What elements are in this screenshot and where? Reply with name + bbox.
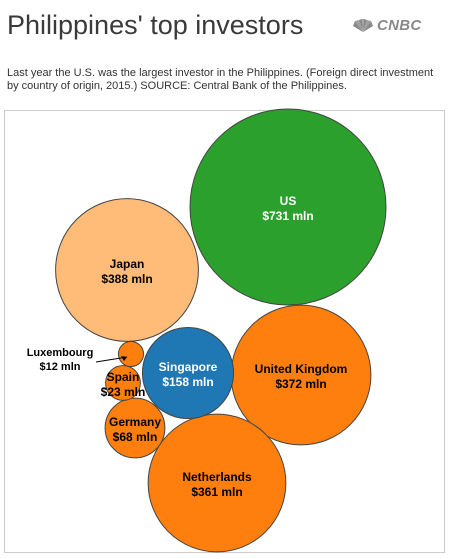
bubble-value-luxembourg: $12 mln [40,361,81,373]
cnbc-logo: CNBC [352,17,422,34]
chart-area [4,110,445,553]
bubble-singapore [141,326,235,420]
bubble-label-us: US [280,194,297,208]
bubble-luxembourg [117,340,145,368]
bubble-label-japan: Japan [110,257,145,271]
luxembourg-pointer-line [95,356,128,363]
bubble-spain [105,365,141,401]
bubble-label-netherlands: Netherlands [182,470,252,484]
luxembourg-pointer-arrowhead [121,356,127,361]
bubble-label-spain: Spain [107,370,140,384]
bubble-label-germany: Germany [109,415,161,429]
chart-title: Philippines' top investors [7,10,304,40]
bubble-label-singapore: Singapore [159,360,218,374]
bubble-value-us: $731 mln [262,209,313,223]
bubble-value-germany: $68 mln [113,430,158,444]
bubble-value-japan: $388 mln [101,272,152,286]
chart-subtitle: Last year the U.S. was the largest inves… [7,67,434,92]
peacock-icon [353,18,373,32]
bubble-value-united-kingdom: $372 mln [275,377,326,391]
bubble-netherlands [147,413,287,553]
bubble-value-spain: $23 mln [101,385,146,399]
bubble-value-singapore: $158 mln [162,375,213,389]
bubble-label-luxembourg: Luxembourg [27,347,94,359]
bubble-value-netherlands: $361 mln [191,485,242,499]
bubble-japan [55,198,199,342]
logo-text: CNBC [377,17,422,34]
bubble-label-united-kingdom: United Kingdom [255,362,348,376]
bubble-us [189,108,387,306]
bubble-germany [104,397,166,459]
